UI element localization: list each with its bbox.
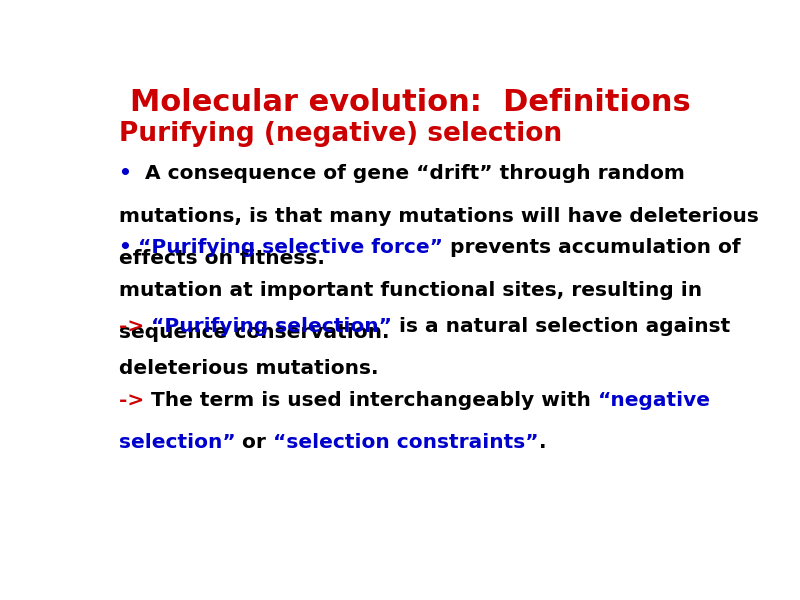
Text: is a natural selection against: is a natural selection against (392, 317, 730, 336)
Text: The term is used interchangeably with: The term is used interchangeably with (151, 391, 598, 410)
Text: mutation at important functional sites, resulting in: mutation at important functional sites, … (118, 281, 702, 300)
Text: Molecular evolution:  Definitions: Molecular evolution: Definitions (130, 88, 690, 117)
Text: ->: -> (118, 391, 151, 410)
Text: .: . (539, 433, 546, 452)
Text: or: or (235, 433, 274, 452)
Text: “Purifying selection”: “Purifying selection” (151, 317, 392, 336)
Text: effects on fitness.: effects on fitness. (118, 250, 325, 268)
Text: prevents accumulation of: prevents accumulation of (443, 238, 741, 257)
Text: mutations, is that many mutations will have deleterious: mutations, is that many mutations will h… (118, 207, 758, 226)
Text: selection”: selection” (118, 433, 235, 452)
Text: deleterious mutations.: deleterious mutations. (118, 359, 378, 379)
Text: ->: -> (118, 317, 151, 336)
Text: sequence conservation.: sequence conservation. (118, 323, 389, 343)
Text: “Purifying selective force”: “Purifying selective force” (138, 238, 443, 257)
Text: A consequence of gene “drift” through random: A consequence of gene “drift” through ra… (138, 164, 686, 184)
Text: Purifying (negative) selection: Purifying (negative) selection (118, 121, 562, 146)
Text: •: • (118, 238, 138, 257)
Text: “selection constraints”: “selection constraints” (274, 433, 539, 452)
Text: “negative: “negative (598, 391, 710, 410)
Text: •: • (118, 164, 138, 184)
